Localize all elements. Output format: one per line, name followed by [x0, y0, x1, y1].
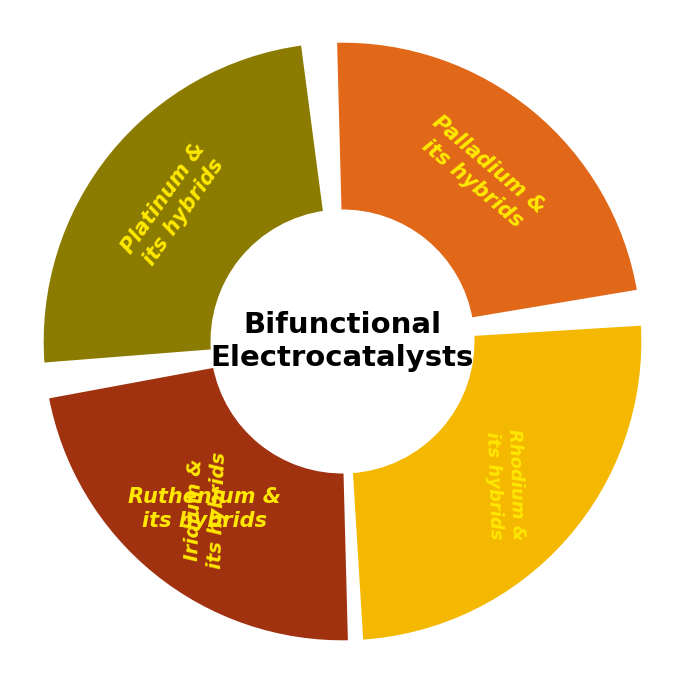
- Text: Ruthenium &
its hybrids: Ruthenium & its hybrids: [128, 486, 281, 531]
- Text: Rhodium &
its hybrids: Rhodium & its hybrids: [483, 429, 527, 542]
- Wedge shape: [351, 323, 644, 642]
- Text: Platinum &
its hybrids: Platinum & its hybrids: [118, 139, 229, 271]
- Wedge shape: [49, 372, 337, 643]
- Wedge shape: [41, 43, 325, 365]
- Wedge shape: [47, 365, 351, 643]
- Text: Palladium &
its hybrids: Palladium & its hybrids: [412, 112, 549, 236]
- Wedge shape: [334, 40, 640, 320]
- Circle shape: [213, 212, 472, 471]
- Text: Iridium &
its hybrids: Iridium & its hybrids: [183, 451, 229, 570]
- Text: Bifunctional
Electrocatalysts: Bifunctional Electrocatalysts: [211, 311, 474, 372]
